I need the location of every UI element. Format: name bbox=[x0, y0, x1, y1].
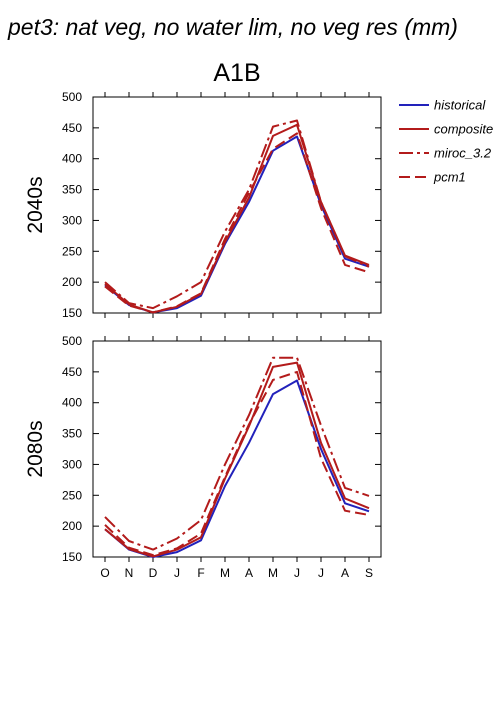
series-line-miroc-3-2 bbox=[104, 356, 370, 551]
plots-area: 150 200 250 300 350 400 450 500 2040s 150 200 250 30… bbox=[24, 90, 382, 580]
y-tick-label: 350 bbox=[62, 183, 82, 197]
x-tick-label: A bbox=[341, 566, 349, 580]
series-line-pcm1 bbox=[104, 132, 370, 314]
x-tick-label: D bbox=[149, 566, 158, 580]
x-tick-label: J bbox=[318, 566, 324, 580]
series-line-historical bbox=[104, 135, 370, 314]
x-tick-label: M bbox=[220, 566, 230, 580]
plot-frame bbox=[92, 96, 382, 314]
y-tick-label: 450 bbox=[62, 121, 82, 135]
x-tick-label: N bbox=[125, 566, 134, 580]
x-tick-label: J bbox=[294, 566, 300, 580]
x-tick-label: O bbox=[100, 566, 109, 580]
y-tick-label: 250 bbox=[62, 244, 82, 258]
series-line-composite bbox=[104, 361, 370, 558]
x-tick-label: M bbox=[268, 566, 278, 580]
legend: historical composite miroc_3.2 pcm1 bbox=[399, 98, 493, 185]
legend-label: pcm1 bbox=[433, 170, 466, 185]
y-tick-label: 500 bbox=[62, 90, 82, 104]
y-tick-label: 200 bbox=[62, 275, 82, 289]
legend-label: historical bbox=[434, 98, 486, 113]
y-tick-label: 400 bbox=[62, 152, 82, 166]
legend-label: composite bbox=[434, 122, 493, 137]
plot-frame bbox=[92, 340, 382, 558]
panel-2040s: 150 200 250 300 350 400 450 500 2040s bbox=[24, 90, 382, 320]
y-tick-label: 150 bbox=[62, 550, 82, 564]
row-label: 2040s bbox=[24, 176, 47, 233]
y-tick-label: 200 bbox=[62, 519, 82, 533]
figure-title: pet3: nat veg, no water lim, no veg res … bbox=[7, 14, 458, 40]
y-tick-label: 150 bbox=[62, 306, 82, 320]
y-tick-label: 400 bbox=[62, 396, 82, 410]
series-line-pcm1 bbox=[104, 370, 370, 557]
row-label: 2080s bbox=[24, 420, 47, 477]
x-tick-label: S bbox=[365, 566, 373, 580]
legend-label: miroc_3.2 bbox=[434, 146, 492, 161]
y-tick-label: 350 bbox=[62, 427, 82, 441]
y-tick-label: 300 bbox=[62, 213, 82, 227]
x-tick-label: A bbox=[245, 566, 253, 580]
x-tick-label: J bbox=[174, 566, 180, 580]
scenario-label: A1B bbox=[213, 59, 260, 87]
y-tick-label: 250 bbox=[62, 488, 82, 502]
series-line-historical bbox=[104, 379, 370, 558]
y-tick-label: 500 bbox=[62, 334, 82, 348]
series-line-miroc-3-2 bbox=[104, 119, 370, 310]
y-tick-label: 450 bbox=[62, 365, 82, 379]
y-tick-label: 300 bbox=[62, 457, 82, 471]
x-tick-label: F bbox=[197, 566, 204, 580]
panel-2080s: 150 200 250 300 350 400 450 500 O N D J F M A M J J A S 2080… bbox=[24, 334, 382, 580]
